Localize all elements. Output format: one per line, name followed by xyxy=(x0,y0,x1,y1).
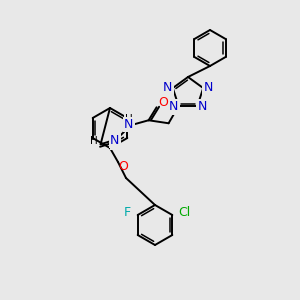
Text: N: N xyxy=(110,134,119,147)
Text: N: N xyxy=(124,118,133,131)
Text: O: O xyxy=(118,160,128,172)
Text: H: H xyxy=(90,136,98,146)
Text: H: H xyxy=(125,114,133,124)
Text: H: H xyxy=(111,139,119,149)
Text: F: F xyxy=(124,206,131,218)
Text: N: N xyxy=(198,100,207,113)
Text: N: N xyxy=(203,81,213,94)
Text: N: N xyxy=(169,100,178,113)
Text: Cl: Cl xyxy=(178,206,190,218)
Text: O: O xyxy=(159,96,169,109)
Text: N: N xyxy=(163,81,172,94)
